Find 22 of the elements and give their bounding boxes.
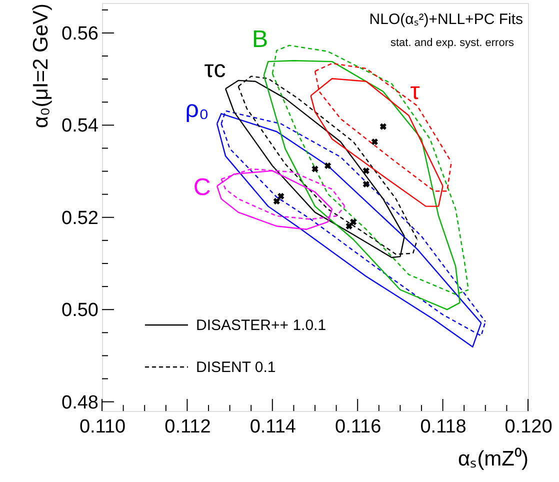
text: stat. and exp. syst. errors (390, 37, 514, 49)
annotation: τ (410, 78, 420, 105)
annotation: τc (204, 56, 226, 83)
y-axis-title: α₀(μI=2 GeV) (30, 4, 53, 128)
annotation: C (193, 174, 211, 201)
x-tick-label: 0.120 (504, 416, 552, 438)
y-tick-label: 0.48 (62, 392, 98, 414)
y-tick-label: 0.54 (62, 116, 99, 137)
y-tick-label: 0.50 (62, 300, 98, 322)
legend-label: DISASTER++ 1.0.1 (196, 317, 326, 334)
x-tick-label: 0.116 (335, 416, 382, 438)
text: NLO(αₛ²)+NLL+PC Fits (369, 11, 523, 28)
annotation: ρ₀ (185, 96, 209, 123)
y-tick-label: 0.56 (62, 23, 98, 44)
y-tick-label: 0.52 (62, 208, 98, 229)
x-tick-label: 0.118 (420, 416, 466, 438)
x-tick-label: 0.112 (164, 416, 211, 438)
x-tick-label: 0.114 (250, 416, 296, 438)
annotation: B (252, 26, 268, 53)
legend-label: DISENT 0.1 (196, 359, 276, 376)
x-axis-title: αₛ(mZ⁰) (458, 448, 528, 470)
x-tick-label: 0.110 (79, 416, 126, 438)
